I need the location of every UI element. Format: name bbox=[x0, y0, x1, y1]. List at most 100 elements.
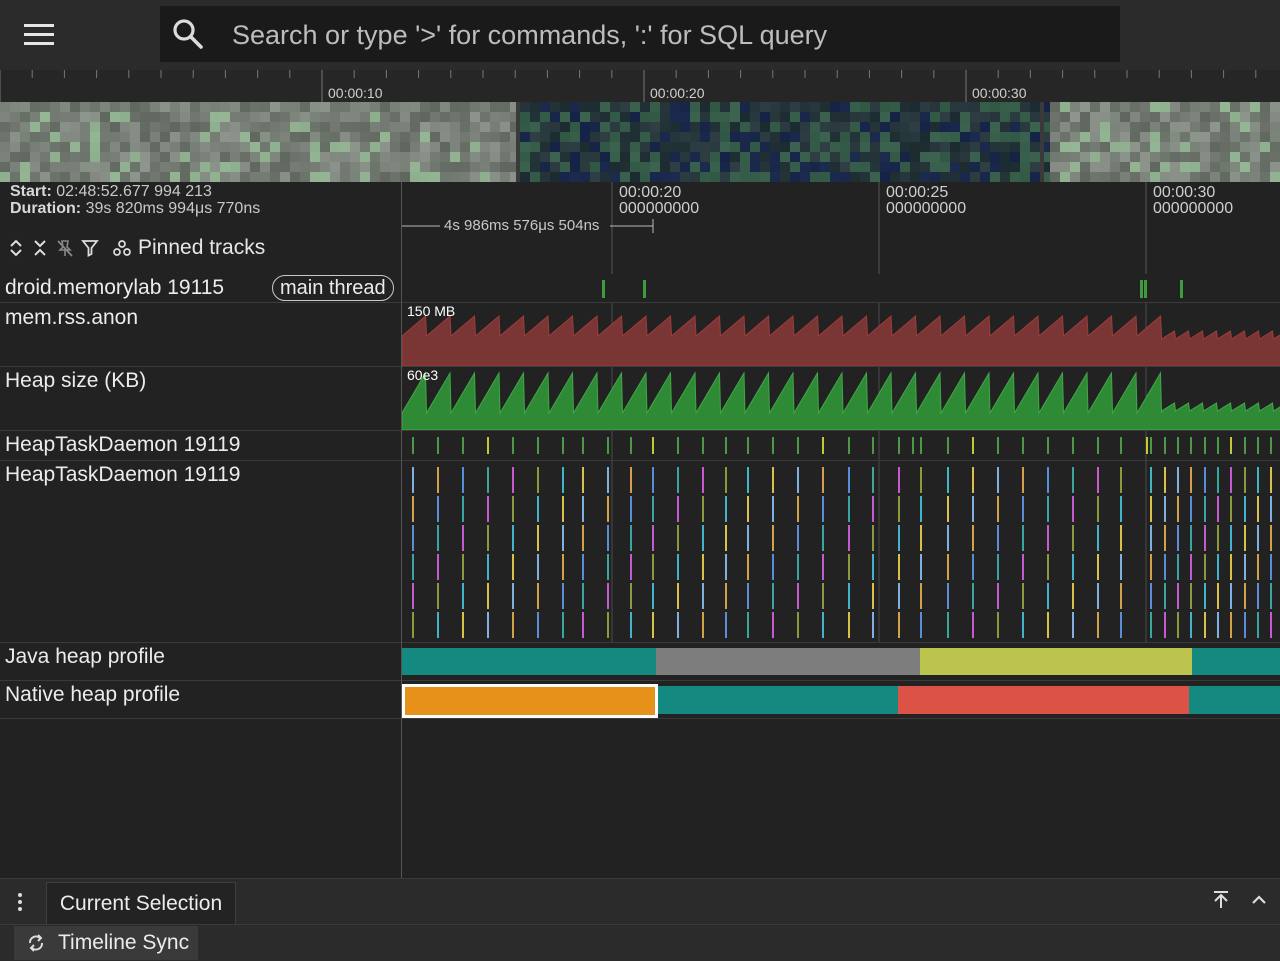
overview-ruler[interactable]: 00:00:10 00:00:20 00:00:30 bbox=[0, 70, 1280, 102]
overview-heat-cell bbox=[90, 112, 100, 122]
rss-counter-graph[interactable] bbox=[402, 303, 1280, 366]
overview-heat-cell bbox=[1210, 142, 1220, 152]
overview-heat-cell bbox=[1010, 152, 1020, 162]
collapse-all-icon[interactable] bbox=[30, 238, 50, 258]
overview-heat-cell bbox=[430, 162, 440, 172]
search-icon bbox=[173, 19, 203, 49]
hamburger-menu-icon[interactable] bbox=[22, 22, 58, 48]
overview-heat-cell bbox=[1090, 152, 1100, 162]
heaptask-thread-slice bbox=[997, 467, 999, 493]
heaptask-thread-slice bbox=[920, 583, 922, 609]
heaptask-thread-slice bbox=[1204, 612, 1206, 638]
overview-heat-cell bbox=[10, 162, 20, 172]
native-heap-profile-slice[interactable] bbox=[402, 685, 656, 715]
overview-heat-cell bbox=[640, 102, 650, 112]
heaptask-thread-slice bbox=[1204, 467, 1206, 493]
maximize-panel-icon[interactable] bbox=[1210, 889, 1232, 911]
overview-heat-cell bbox=[80, 102, 90, 112]
overview-heat-cell bbox=[740, 142, 750, 152]
native-heap-profile-slice[interactable] bbox=[1189, 686, 1280, 714]
track-native-heap-profile[interactable]: Native heap profile bbox=[0, 681, 1280, 719]
overview-heat-cell bbox=[970, 142, 980, 152]
timeline-sync-button[interactable]: Timeline Sync bbox=[14, 926, 198, 960]
overview-heat-cell bbox=[250, 102, 260, 112]
heaptask-thread-slice bbox=[1257, 554, 1259, 580]
overview-heat-cell bbox=[750, 172, 760, 182]
track-java-heap-profile[interactable]: Java heap profile bbox=[0, 643, 1280, 681]
track-heaptaskdaemon-summary[interactable]: HeapTaskDaemon 19119 bbox=[0, 431, 1280, 461]
heaptask-thread-slice bbox=[872, 525, 874, 551]
overview-heat-cell bbox=[380, 152, 390, 162]
overview-heat-cell bbox=[1150, 152, 1160, 162]
overview-heat-cell bbox=[750, 112, 760, 122]
heaptask-thread-slice bbox=[607, 612, 609, 638]
native-heap-profile-slice[interactable] bbox=[898, 686, 1189, 714]
overview-heat-cell bbox=[770, 132, 780, 142]
collapse-panel-icon[interactable] bbox=[1248, 889, 1270, 911]
overview-timeline[interactable] bbox=[0, 102, 1280, 182]
heaptask-thread-slice bbox=[898, 612, 900, 638]
overview-heat-cell bbox=[660, 102, 670, 112]
java-heap-profile-slice[interactable] bbox=[1192, 648, 1280, 675]
overview-heat-cell bbox=[270, 122, 280, 132]
overview-heat-cell bbox=[270, 172, 280, 182]
java-heap-profile-slice[interactable] bbox=[920, 648, 1192, 675]
more-options-icon[interactable] bbox=[12, 889, 28, 915]
overview-heat-cell bbox=[1150, 132, 1160, 142]
search-input[interactable] bbox=[230, 14, 1094, 56]
filter-icon[interactable] bbox=[80, 238, 100, 258]
overview-heat-cell bbox=[1260, 172, 1270, 182]
empty-track-area[interactable] bbox=[402, 719, 1280, 878]
heaptask-thread-slice bbox=[1217, 612, 1219, 638]
overview-heat-cell bbox=[100, 142, 110, 152]
track-heaptaskdaemon-thread[interactable]: HeapTaskDaemon 19119 bbox=[0, 461, 1280, 643]
overview-heat-cell bbox=[740, 172, 750, 182]
expand-all-icon[interactable] bbox=[6, 238, 26, 258]
track-process[interactable]: droid.memorylab 19115 main thread bbox=[0, 274, 1280, 303]
time-axis[interactable]: 00:00:20 000000000 00:00:25 000000000 00… bbox=[402, 182, 1280, 274]
java-heap-profile-slice[interactable] bbox=[402, 648, 656, 675]
track-shell-divider[interactable] bbox=[401, 274, 402, 878]
overview-heat-cell bbox=[630, 112, 640, 122]
overview-heat-cell bbox=[440, 112, 450, 122]
heaptask-thread-slices[interactable] bbox=[402, 461, 1280, 642]
java-heap-profile-slice[interactable] bbox=[656, 648, 920, 675]
overview-heat-cell bbox=[910, 102, 920, 112]
overview-heat-cell bbox=[130, 142, 140, 152]
overview-heat-cell bbox=[940, 142, 950, 152]
overview-heat-cell bbox=[130, 122, 140, 132]
heaptask-thread-slice bbox=[772, 496, 774, 522]
track-heap-size[interactable]: Heap size (KB) 60e3 bbox=[0, 367, 1280, 431]
overview-heat-cell bbox=[910, 152, 920, 162]
process-slice bbox=[1140, 280, 1143, 298]
heaptask-thread-slice bbox=[677, 525, 679, 551]
overview-heat-cell bbox=[460, 122, 470, 132]
heaptask-thread-slice bbox=[1120, 583, 1122, 609]
overview-heat-cell bbox=[400, 102, 410, 112]
main-thread-chip[interactable]: main thread bbox=[272, 275, 394, 301]
native-heap-profile-slice[interactable] bbox=[656, 686, 898, 714]
heaptask-thread-slice bbox=[1120, 612, 1122, 638]
overview-heat-cell bbox=[300, 142, 310, 152]
track-mem-rss-anon[interactable]: mem.rss.anon 150 MB bbox=[0, 303, 1280, 367]
overview-heat-cell bbox=[1100, 142, 1110, 152]
overview-heat-cell bbox=[1070, 172, 1080, 182]
overview-heat-cell bbox=[80, 162, 90, 172]
heap-counter-graph[interactable] bbox=[402, 367, 1280, 430]
overview-heat-cell bbox=[1060, 122, 1070, 132]
overview-heat-cell bbox=[520, 142, 530, 152]
unpin-all-icon[interactable] bbox=[55, 238, 75, 258]
overview-heat-cell bbox=[700, 112, 710, 122]
omnibox[interactable] bbox=[160, 6, 1120, 62]
tab-current-selection[interactable]: Current Selection bbox=[46, 882, 236, 925]
process-slices[interactable] bbox=[402, 274, 1280, 302]
heaptask-summary-slices[interactable] bbox=[402, 431, 1280, 460]
trace-info-panel: Start: 02:48:52.677 994 213 Duration: 39… bbox=[0, 182, 402, 274]
overview-heat-cell bbox=[40, 162, 50, 172]
heaptask-thread-slice bbox=[920, 467, 922, 493]
overview-heat-cell bbox=[270, 102, 280, 112]
overview-heat-cell bbox=[890, 162, 900, 172]
overview-heat-cell bbox=[1240, 142, 1250, 152]
overview-heat-cell bbox=[70, 112, 80, 122]
time-axis-tick: 00:00:25 000000000 bbox=[886, 185, 966, 217]
